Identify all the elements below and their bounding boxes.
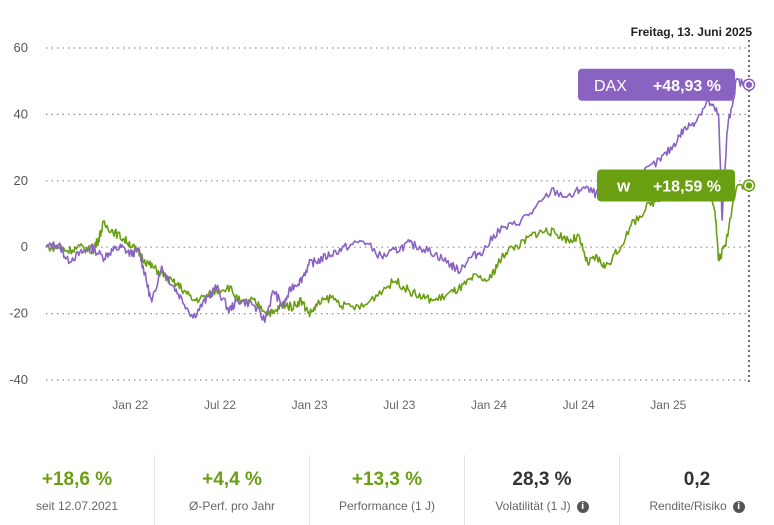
x-tick-label: Jul 22 bbox=[204, 398, 236, 412]
stat-cell: 0,2 Rendite/Risiko i bbox=[620, 455, 774, 525]
date-label: Freitag, 13. Juni 2025 bbox=[631, 25, 753, 39]
badge-label: DAX bbox=[594, 78, 627, 95]
badge-label: w bbox=[616, 176, 631, 195]
stat-value: +18,6 % bbox=[41, 469, 113, 490]
stat-value: 28,3 % bbox=[512, 469, 572, 490]
series-line-w bbox=[45, 176, 750, 318]
y-tick-label: -20 bbox=[9, 306, 28, 321]
badge-value: +48,93 % bbox=[653, 78, 721, 95]
y-tick-label: 20 bbox=[14, 173, 28, 188]
series-badge-dax: DAX +48,93 % bbox=[578, 68, 735, 101]
stat-cell: +4,4 % Ø-Perf. pro Jahr bbox=[155, 455, 310, 525]
stat-label: Performance (1 J) bbox=[310, 499, 464, 513]
x-axis-ticks: Jan 22 Jul 22 Jan 23 Jul 23 Jan 24 Jul 24 Jan … bbox=[112, 398, 686, 412]
series-badge-w: w +18,59 % bbox=[597, 169, 735, 202]
stat-label-text: Performance (1 J) bbox=[338, 499, 436, 513]
series-end-dot bbox=[745, 81, 753, 88]
info-icon[interactable]: i bbox=[732, 500, 745, 513]
x-tick-label: Jan 25 bbox=[650, 398, 686, 412]
series-end-dot bbox=[745, 182, 753, 189]
stat-label: Volatilität (1 J) i bbox=[465, 499, 619, 513]
y-tick-label: -40 bbox=[9, 372, 28, 387]
stat-value: 0,2 bbox=[683, 469, 711, 490]
stat-label: seit 12.07.2021 bbox=[0, 499, 154, 513]
stat-label-text: seit 12.07.2021 bbox=[35, 499, 119, 513]
badge-background bbox=[578, 68, 735, 101]
stat-cell: +18,6 % seit 12.07.2021 bbox=[0, 455, 155, 525]
badge-background bbox=[597, 169, 735, 202]
y-tick-label: 0 bbox=[21, 239, 28, 254]
x-tick-label: Jan 24 bbox=[471, 398, 507, 412]
x-tick-label: Jan 23 bbox=[292, 398, 328, 412]
y-tick-label: 40 bbox=[14, 106, 28, 121]
info-icon[interactable]: i bbox=[576, 500, 589, 513]
x-tick-label: Jul 23 bbox=[383, 398, 415, 412]
stat-value: +13,3 % bbox=[351, 469, 423, 490]
x-tick-label: Jan 22 bbox=[112, 398, 148, 412]
stat-label: Ø-Perf. pro Jahr bbox=[155, 499, 309, 513]
stat-value: +4,4 % bbox=[202, 469, 262, 490]
stat-cell: 28,3 % Volatilität (1 J) i bbox=[465, 455, 620, 525]
stat-label-text: Volatilität (1 J) bbox=[495, 499, 571, 513]
stat-label-text: Ø-Perf. pro Jahr bbox=[188, 499, 276, 513]
stat-cell: +13,3 % Performance (1 J) bbox=[310, 455, 465, 525]
stat-label: Rendite/Risiko i bbox=[620, 499, 774, 513]
y-tick-label: 60 bbox=[14, 40, 28, 55]
badge-layer: DAX +48,93 % w +18,59 % bbox=[578, 68, 735, 202]
x-tick-label: Jul 24 bbox=[563, 398, 595, 412]
y-axis-ticks: -40 -20 0 20 40 60 bbox=[9, 40, 28, 387]
stats-bar: +18,6 % seit 12.07.2021 +4,4 % Ø-Perf. pro … bbox=[0, 455, 774, 525]
stat-label-text: Rendite/Risiko bbox=[649, 499, 727, 513]
badge-value: +18,59 % bbox=[653, 178, 721, 195]
